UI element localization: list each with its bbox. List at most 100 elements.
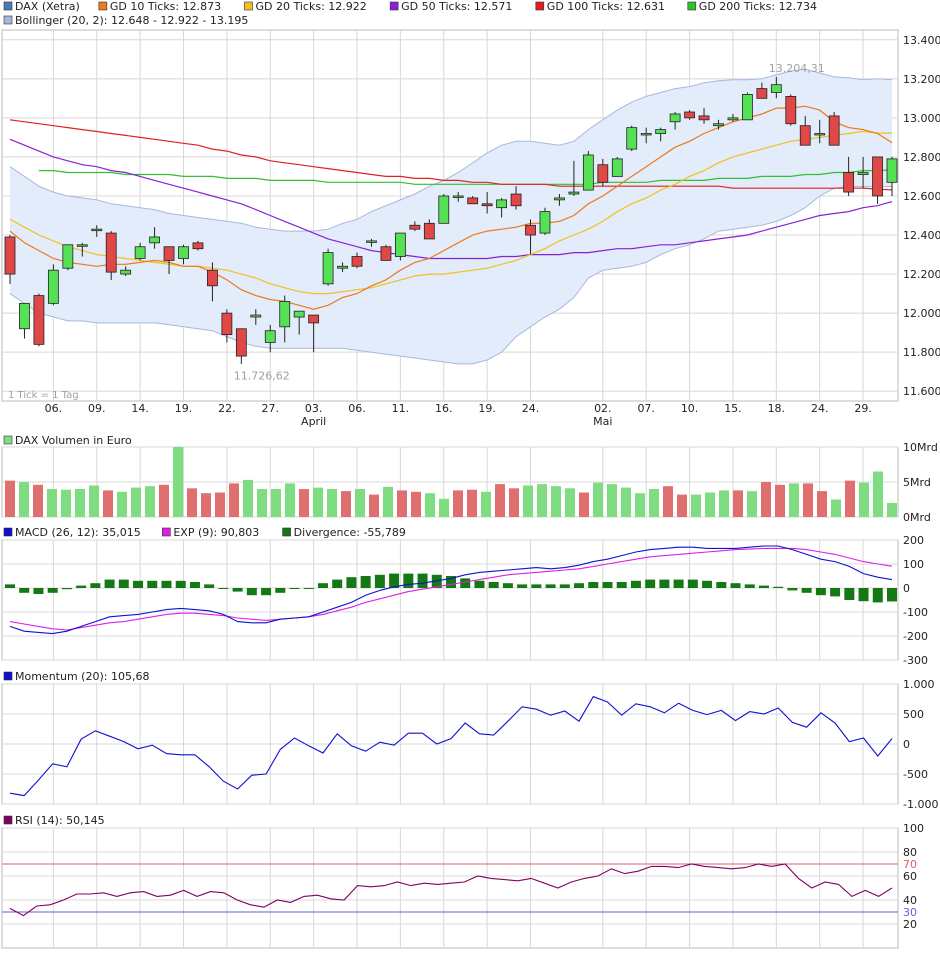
momentum-axis-tick: -500 bbox=[903, 768, 928, 781]
candle-up bbox=[554, 197, 565, 201]
divergence-bar bbox=[702, 580, 713, 588]
candle-down bbox=[4, 236, 16, 275]
candle-up bbox=[264, 330, 276, 343]
rsi-line bbox=[9, 863, 893, 917]
candle-up bbox=[91, 228, 103, 232]
volume-bar bbox=[257, 489, 267, 517]
divergence-bar bbox=[744, 584, 755, 588]
candle-down bbox=[597, 164, 609, 183]
macd-panel bbox=[1, 539, 899, 661]
volume-bar bbox=[761, 482, 771, 517]
candle-down bbox=[481, 203, 493, 207]
candle-up bbox=[178, 246, 189, 259]
candle-up bbox=[134, 246, 146, 259]
price-axis-tick: 12.200 bbox=[903, 268, 940, 281]
x-tick-label: 22. bbox=[218, 402, 236, 415]
divergence-bar bbox=[488, 582, 499, 588]
price-axis-tick: 13.200 bbox=[903, 73, 940, 86]
x-tick-label: 11. bbox=[392, 402, 410, 415]
divergence-bar bbox=[673, 579, 684, 588]
divergence-bar bbox=[374, 574, 385, 588]
candle-down bbox=[525, 224, 536, 236]
legend-swatch bbox=[98, 1, 108, 11]
divergence-bar bbox=[246, 588, 257, 596]
candle-up bbox=[727, 117, 739, 121]
candle-down bbox=[235, 328, 247, 357]
candle-down bbox=[785, 95, 797, 125]
legend-swatch bbox=[389, 1, 399, 11]
momentum-axis-tick: 500 bbox=[903, 708, 924, 721]
divergence-bar bbox=[787, 588, 798, 591]
volume-bar bbox=[719, 490, 729, 517]
price-annotation: 13.204,31 bbox=[769, 62, 825, 75]
rsi-level-label: 70 bbox=[903, 858, 917, 871]
volume-bar bbox=[509, 488, 519, 517]
price-axis-tick: 12.000 bbox=[903, 307, 940, 320]
candle-down bbox=[409, 224, 421, 230]
x-tick-label: 18. bbox=[768, 402, 786, 415]
volume-bar bbox=[621, 487, 631, 517]
legend-label: MACD (26, 12): 35,015 bbox=[15, 526, 141, 539]
volume-bar bbox=[705, 492, 715, 517]
macd-axis-tick: 100 bbox=[903, 558, 924, 571]
volume-bar bbox=[397, 490, 407, 517]
volume-bar bbox=[369, 494, 379, 517]
x-tick-label: 07. bbox=[637, 402, 655, 415]
rsi-level-label: 30 bbox=[903, 906, 917, 919]
divergence-bar bbox=[446, 576, 456, 588]
candle-up bbox=[886, 158, 898, 183]
divergence-bar bbox=[773, 586, 784, 588]
divergence-bar bbox=[858, 588, 869, 602]
legend-swatch bbox=[3, 1, 13, 11]
divergence-bar bbox=[133, 580, 144, 588]
candle-up bbox=[366, 240, 377, 243]
legend-label: EXP (9): 90,803 bbox=[173, 526, 259, 539]
volume-bar bbox=[523, 485, 533, 517]
volume-bar bbox=[103, 490, 113, 517]
volume-bar bbox=[341, 491, 351, 517]
divergence-bar bbox=[175, 580, 186, 588]
rsi-axis-tick: 60 bbox=[903, 870, 917, 883]
volume-bar bbox=[467, 489, 477, 517]
gd50-line bbox=[9, 138, 893, 260]
x-month-label: Mai bbox=[593, 415, 612, 428]
volume-bar bbox=[33, 484, 43, 517]
x-tick-label: 19. bbox=[175, 402, 193, 415]
macd-line bbox=[9, 545, 893, 635]
legend-label: Bollinger (20, 2): 12.648 - 12.922 - 13.… bbox=[15, 14, 248, 27]
divergence-bar bbox=[161, 580, 172, 588]
divergence-bar bbox=[5, 584, 15, 588]
volume-bar bbox=[75, 489, 85, 517]
momentum-line bbox=[9, 695, 893, 797]
divergence-bar bbox=[531, 584, 542, 588]
divergence-bar bbox=[844, 588, 855, 600]
x-tick-label: 16. bbox=[435, 402, 453, 415]
volume-bar bbox=[229, 483, 239, 517]
volume-bar bbox=[607, 484, 617, 517]
gd20-line bbox=[9, 130, 892, 295]
volume-bar bbox=[845, 480, 855, 517]
divergence-bar bbox=[261, 588, 272, 596]
divergence-bar bbox=[659, 579, 670, 588]
candle-down bbox=[698, 115, 710, 121]
divergence-bar bbox=[346, 577, 357, 588]
macd-axis-tick: -100 bbox=[903, 606, 928, 619]
divergence-bar bbox=[332, 579, 343, 588]
divergence-bar bbox=[360, 576, 371, 588]
volume-bar bbox=[551, 486, 561, 517]
divergence-bar bbox=[730, 583, 741, 588]
divergence-bar bbox=[431, 574, 442, 588]
macd-axis-tick: 200 bbox=[903, 534, 924, 547]
divergence-bar bbox=[502, 583, 513, 588]
candle-up bbox=[337, 265, 348, 269]
volume-bar bbox=[663, 486, 673, 517]
candle-up bbox=[770, 84, 782, 93]
momentum-axis-tick: -1.000 bbox=[903, 798, 938, 811]
candle-up bbox=[62, 244, 74, 269]
volume-bar bbox=[439, 498, 449, 517]
candle-up bbox=[611, 158, 623, 177]
x-month-label: April bbox=[301, 415, 326, 428]
divergence-bar bbox=[218, 588, 229, 589]
volume-bar bbox=[327, 489, 337, 517]
